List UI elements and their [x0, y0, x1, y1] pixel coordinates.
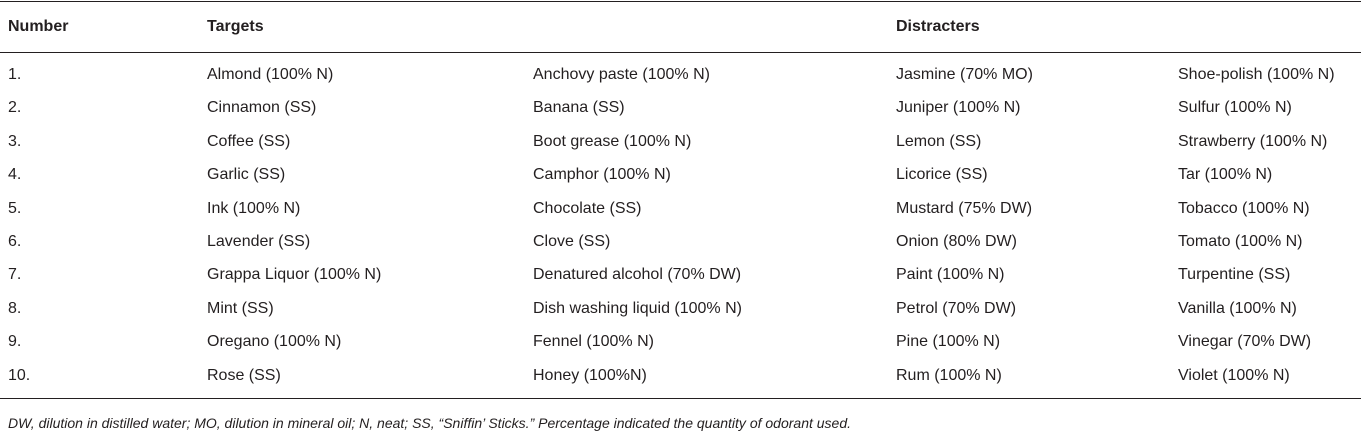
cell-distracter-a: Pine (100% N) — [896, 333, 1001, 351]
cell-distracter-a: Lemon (SS) — [896, 132, 982, 150]
cell-number: 8. — [8, 299, 22, 317]
table-footnote: DW, dilution in distilled water; MO, dil… — [8, 415, 852, 431]
cell-distracter-b: Tar (100% N) — [1178, 166, 1273, 184]
cell-distracter-b: Tomato (100% N) — [1178, 232, 1303, 250]
table-row: 8. Mint (SS) Dish washing liquid (100% N… — [0, 294, 1361, 327]
cell-distracter-a: Onion (80% DW) — [896, 232, 1017, 250]
table-row: 2. Cinnamon (SS) Banana (SS) Juniper (10… — [0, 93, 1361, 126]
cell-target-a: Grappa Liquor (100% N) — [207, 266, 382, 284]
cell-distracter-b: Tobacco (100% N) — [1178, 199, 1310, 217]
cell-distracter-b: Turpentine (SS) — [1178, 266, 1291, 284]
cell-distracter-b: Vinegar (70% DW) — [1178, 333, 1312, 351]
cell-number: 2. — [8, 99, 22, 117]
cell-target-a: Rose (SS) — [207, 366, 281, 384]
cell-number: 7. — [8, 266, 22, 284]
cell-target-a: Lavender (SS) — [207, 232, 311, 250]
cell-target-b: Honey (100%N) — [533, 366, 647, 384]
cell-distracter-b: Vanilla (100% N) — [1178, 299, 1297, 317]
table-header-row: Number Targets Distracters — [0, 14, 1361, 40]
cell-target-a: Garlic (SS) — [207, 166, 286, 184]
cell-distracter-a: Jasmine (70% MO) — [896, 66, 1033, 83]
cell-target-b: Camphor (100% N) — [533, 166, 671, 184]
table-top-rule — [0, 1, 1361, 2]
cell-target-b: Boot grease (100% N) — [533, 132, 692, 150]
cell-number: 1. — [8, 66, 22, 83]
cell-number: 6. — [8, 232, 22, 250]
cell-number: 4. — [8, 166, 22, 184]
header-number: Number — [8, 18, 69, 35]
cell-distracter-a: Paint (100% N) — [896, 266, 1005, 284]
table-row: 3. Coffee (SS) Boot grease (100% N) Lemo… — [0, 127, 1361, 160]
header-targets: Targets — [207, 18, 264, 35]
table-row: 1. Almond (100% N) Anchovy paste (100% N… — [0, 60, 1361, 93]
table-row: 7. Grappa Liquor (100% N) Denatured alco… — [0, 260, 1361, 293]
cell-target-a: Mint (SS) — [207, 299, 274, 317]
table-row: 6. Lavender (SS) Clove (SS) Onion (80% D… — [0, 227, 1361, 260]
cell-distracter-b: Strawberry (100% N) — [1178, 132, 1328, 150]
cell-number: 9. — [8, 333, 22, 351]
cell-target-b: Clove (SS) — [533, 232, 611, 250]
cell-number: 3. — [8, 132, 22, 150]
cell-distracter-b: Sulfur (100% N) — [1178, 99, 1292, 117]
cell-target-a: Oregano (100% N) — [207, 333, 342, 351]
header-distracters: Distracters — [896, 18, 980, 35]
cell-target-b: Chocolate (SS) — [533, 199, 642, 217]
cell-distracter-b: Shoe-polish (100% N) — [1178, 66, 1335, 83]
cell-distracter-a: Petrol (70% DW) — [896, 299, 1017, 317]
table-row: 5. Ink (100% N) Chocolate (SS) Mustard (… — [0, 194, 1361, 227]
table-row: 10. Rose (SS) Honey (100%N) Rum (100% N)… — [0, 361, 1361, 394]
table-bottom-rule — [0, 398, 1361, 399]
cell-target-a: Ink (100% N) — [207, 199, 301, 217]
cell-number: 10. — [8, 366, 31, 384]
cell-distracter-a: Rum (100% N) — [896, 366, 1002, 384]
cell-target-b: Anchovy paste (100% N) — [533, 66, 710, 83]
table-header-rule — [0, 52, 1361, 53]
cell-number: 5. — [8, 199, 22, 217]
cell-distracter-b: Violet (100% N) — [1178, 366, 1290, 384]
cell-target-b: Dish washing liquid (100% N) — [533, 299, 742, 317]
table-row: 4. Garlic (SS) Camphor (100% N) Licorice… — [0, 160, 1361, 193]
table-body: 1. Almond (100% N) Anchovy paste (100% N… — [0, 60, 1361, 394]
table-row: 9. Oregano (100% N) Fennel (100% N) Pine… — [0, 327, 1361, 360]
cell-distracter-a: Juniper (100% N) — [896, 99, 1021, 117]
cell-target-b: Fennel (100% N) — [533, 333, 654, 351]
cell-target-b: Banana (SS) — [533, 99, 625, 117]
cell-target-a: Coffee (SS) — [207, 132, 291, 150]
cell-target-b: Denatured alcohol (70% DW) — [533, 266, 742, 284]
cell-target-a: Cinnamon (SS) — [207, 99, 317, 117]
cell-distracter-a: Licorice (SS) — [896, 166, 988, 184]
cell-distracter-a: Mustard (75% DW) — [896, 199, 1033, 217]
cell-target-a: Almond (100% N) — [207, 66, 334, 83]
